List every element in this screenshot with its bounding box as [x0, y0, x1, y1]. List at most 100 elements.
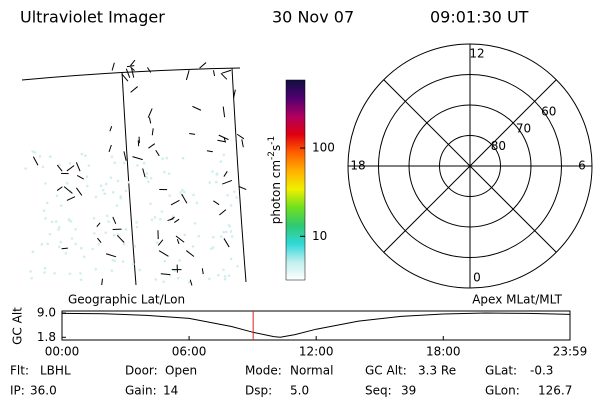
map-dot [81, 153, 84, 156]
map-dot [123, 162, 126, 165]
meridian [122, 72, 136, 285]
map-dot [220, 235, 223, 238]
map-dot [217, 274, 220, 277]
colorbar-tick-label: 10 [312, 229, 327, 243]
map-dash [219, 135, 229, 139]
map-dot [181, 189, 184, 192]
status-value: 14 [163, 384, 178, 398]
map-dash [171, 200, 180, 205]
map-dot [44, 182, 47, 185]
status-label: Flt: [10, 364, 29, 378]
map-dot [66, 182, 69, 185]
map-dot [58, 226, 61, 229]
map-dot [56, 194, 59, 197]
map-dot [196, 202, 199, 205]
map-dot [230, 258, 233, 261]
status-label: Door: [125, 364, 158, 378]
map-dot [138, 269, 141, 272]
map-dash [174, 219, 179, 222]
map-dot [93, 217, 96, 220]
status-label: GC Alt: [365, 364, 407, 378]
y-label: GC Alt [11, 307, 25, 345]
map-dot [95, 196, 98, 199]
map-dot [74, 228, 77, 231]
map-dot [223, 153, 226, 156]
map-dot [125, 228, 128, 231]
map-dot [117, 180, 120, 183]
map-dot [226, 194, 229, 197]
map-dash [131, 87, 138, 93]
map-dot [111, 269, 114, 272]
map-dash [147, 67, 150, 72]
map-dot [192, 245, 195, 248]
right-title: Apex MLat/MLT [472, 293, 562, 307]
colorbar-label: photon cm-2s-1 [267, 136, 283, 225]
map-dot [60, 204, 63, 207]
status-label: Gain: [125, 384, 157, 398]
map-dash [222, 180, 232, 184]
map-dot [162, 280, 165, 283]
map-dot [210, 247, 213, 250]
map-dot [177, 277, 180, 280]
map-dash [77, 175, 84, 179]
map-dot [113, 234, 116, 237]
map-dot [42, 166, 45, 169]
map-dash [76, 188, 81, 196]
map-dash [242, 139, 243, 147]
map-dot [69, 162, 72, 165]
map-dot [43, 271, 46, 274]
status-value: Normal [290, 364, 333, 378]
map-dot [102, 189, 105, 192]
map-dash [33, 157, 38, 166]
mlt-label: 12 [469, 47, 484, 61]
map-dot [147, 181, 150, 184]
map-dash [102, 279, 103, 285]
map-dot [231, 235, 234, 238]
map-dash [76, 162, 80, 171]
map-dot [182, 157, 185, 160]
map-dot [163, 171, 166, 174]
map-dot [168, 172, 171, 175]
map-dot [91, 248, 94, 251]
map-dot [94, 268, 97, 271]
map-dash [219, 210, 226, 215]
left-title: Geographic Lat/Lon [68, 293, 185, 307]
map-dash [223, 107, 224, 118]
colorbar-tick-label: 100 [312, 141, 335, 155]
mlt-label: 6 [578, 159, 586, 173]
status-label: Seq: [365, 384, 392, 398]
map-dot [150, 177, 153, 180]
map-dot [74, 243, 77, 246]
map-dot [192, 194, 195, 197]
map-dot [30, 277, 33, 280]
map-dot [154, 216, 157, 219]
map-dot [104, 231, 107, 234]
map-dot [125, 190, 128, 193]
map-dash [186, 251, 194, 257]
map-dot [161, 210, 164, 213]
map-dash [182, 194, 187, 203]
map-panel [22, 60, 246, 285]
map-dot [39, 155, 42, 158]
map-dot [228, 274, 231, 277]
map-dot [135, 221, 138, 224]
map-dot [212, 236, 215, 239]
map-dot [179, 191, 182, 194]
map-dot [46, 202, 49, 205]
mlt-label: 18 [350, 159, 365, 173]
map-dash [64, 187, 72, 194]
map-dot [233, 190, 236, 193]
map-dash [109, 145, 111, 152]
map-dot [105, 183, 108, 186]
map-dot [146, 176, 149, 179]
map-dot [178, 259, 181, 262]
map-dot [29, 270, 32, 273]
map-dash [97, 238, 101, 243]
map-dash [221, 73, 227, 79]
map-dash [67, 197, 75, 201]
map-dot [60, 241, 63, 244]
map-dash [127, 66, 134, 67]
map-dash [189, 134, 195, 135]
status-label: GLon: [485, 384, 520, 398]
y-tick-label: 9.0 [37, 306, 56, 320]
